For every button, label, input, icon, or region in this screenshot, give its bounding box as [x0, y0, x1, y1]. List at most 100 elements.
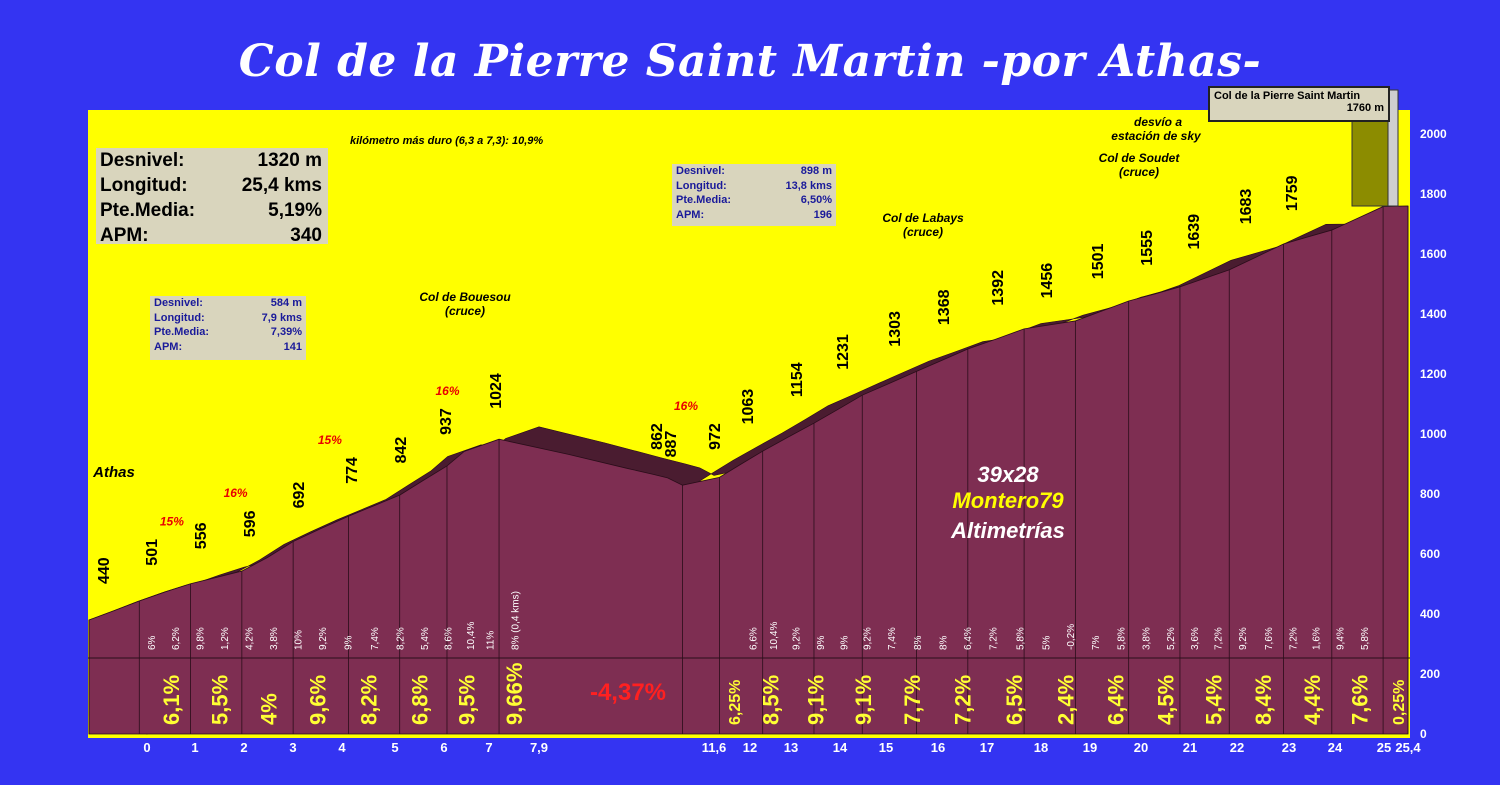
summit-flag — [1351, 119, 1389, 207]
annotation-subtitle: estación de sky — [1111, 129, 1202, 143]
x-tick-label: 5 — [391, 740, 398, 755]
profile-front-face — [88, 205, 1409, 735]
half-km-grade: 6,6% — [748, 627, 759, 650]
stat-label: Desnivel: — [100, 150, 185, 171]
stat-value: 1320 m — [257, 150, 322, 171]
summit-name: Col de la Pierre Saint Martin — [1214, 90, 1361, 102]
half-km-grade: 5,8% — [1360, 627, 1371, 650]
half-km-grade: 1,2% — [220, 627, 231, 650]
km-grade: 9,5% — [455, 675, 480, 725]
x-tick-label: 16 — [931, 740, 945, 755]
annotation-title: Col de Bouesou — [419, 290, 511, 304]
y-tick-label: 1400 — [1420, 307, 1447, 321]
half-km-grade: 7,2% — [989, 627, 1000, 650]
y-tick-label: 200 — [1420, 667, 1440, 681]
summary-stats-box: Desnivel: 1320 m Longitud: 25,4 kms Pte.Me… — [96, 148, 328, 246]
altitude-label: 1024 — [488, 373, 505, 409]
summit-altitude: 1760 m — [1346, 102, 1384, 114]
altitude-label: 1683 — [1238, 189, 1255, 225]
half-km-grade: 9,2% — [863, 627, 874, 650]
km-grade: 9,6% — [306, 675, 331, 725]
km-grade: 8,4% — [1251, 675, 1276, 725]
half-km-grade: 11% — [485, 631, 496, 650]
altitude-label: 1501 — [1090, 244, 1107, 280]
y-tick-label: 800 — [1420, 487, 1440, 501]
chart-title: Col de la Pierre Saint Martin -por Athas… — [238, 36, 1262, 87]
altitude-label: 1639 — [1186, 214, 1203, 250]
half-km-grade: 5,2% — [1166, 627, 1177, 650]
km-grade: 7,7% — [900, 675, 925, 725]
altitude-label: 862 — [649, 423, 666, 450]
altitude-label: 1303 — [887, 311, 904, 347]
km-grade: 9,1% — [851, 675, 876, 725]
km-grade: 4% — [257, 693, 282, 725]
max-grade-label: 15% — [318, 433, 342, 447]
x-tick-label: 22 — [1230, 740, 1244, 755]
x-tick-label: 12 — [743, 740, 757, 755]
half-km-grade: 9,2% — [318, 627, 329, 650]
y-tick-label: 2000 — [1420, 127, 1447, 141]
x-tick-label: 14 — [833, 740, 848, 755]
km-grade: 6,8% — [408, 675, 433, 725]
altitude-label: 1154 — [789, 362, 806, 397]
altitude-label: 1063 — [740, 389, 757, 425]
summit-label-box: Col de la Pierre Saint Martin 1760 m — [1208, 86, 1390, 122]
half-km-grade: 1,6% — [1312, 627, 1323, 650]
y-tick-label: 600 — [1420, 547, 1440, 561]
altitude-label: 887 — [663, 431, 680, 458]
half-km-grade: 5,4% — [420, 627, 431, 650]
half-km-grade: 6,2% — [171, 627, 182, 650]
km-grade: 7,6% — [1348, 675, 1373, 725]
x-tick-label: 7 — [485, 740, 492, 755]
half-km-grade: 7,4% — [887, 627, 898, 650]
x-tick-label: 3 — [289, 740, 296, 755]
stat-label: Pte.Media: — [154, 326, 210, 338]
half-km-grade: 10% — [293, 630, 304, 650]
km-grade: 4,5% — [1154, 675, 1179, 725]
half-km-grade: 5,8% — [1116, 627, 1127, 650]
annotation-title: Col de Labays — [882, 211, 964, 225]
half-km-grade: 7,6% — [1264, 627, 1275, 650]
x-tick-label: 25,4 — [1395, 740, 1421, 755]
annotation-title: desvío a — [1134, 115, 1182, 129]
stat-value: 6,50% — [800, 194, 832, 206]
half-km-grade: 9,2% — [1238, 627, 1249, 650]
y-tick-label: 1600 — [1420, 247, 1447, 261]
x-tick-label: 11,6 — [702, 740, 727, 755]
stat-label: Desnivel: — [154, 297, 203, 309]
stat-value: 7,39% — [270, 326, 302, 338]
stat-label: Longitud: — [100, 175, 188, 196]
x-tick-label: 18 — [1034, 740, 1048, 755]
altitude-label: 774 — [344, 457, 361, 484]
km-grade: 8,5% — [759, 675, 784, 725]
km-grade: 5,4% — [1202, 675, 1227, 725]
stat-value: 196 — [813, 208, 832, 221]
km-grade: 6,25% — [727, 680, 744, 725]
half-km-grade: 3,6% — [1190, 627, 1201, 650]
x-tick-label: 21 — [1183, 740, 1197, 755]
summit-pole — [1387, 89, 1399, 207]
half-km-grade: 8% (0,4 kms) — [510, 591, 521, 650]
y-tick-label: 1200 — [1420, 367, 1447, 381]
stat-label: Longitud: — [154, 311, 205, 324]
half-km-grade: 7,2% — [1289, 627, 1300, 650]
half-km-grade: -0,2% — [1066, 624, 1077, 650]
descent-grade: -4,37% — [590, 679, 666, 706]
stat-value: 340 — [290, 225, 322, 246]
half-km-grade: 6,4% — [963, 627, 974, 650]
max-grade-label: 15% — [160, 515, 184, 529]
x-tick-label: 2 — [240, 740, 247, 755]
half-km-grade: 8,2% — [395, 627, 406, 650]
stat-value: 7,9 kms — [261, 311, 302, 324]
stat-value: 25,4 kms — [241, 175, 322, 196]
altitude-label: 1231 — [835, 334, 852, 370]
half-km-grade: 9,2% — [791, 627, 802, 650]
annotation-title: Athas — [92, 464, 135, 481]
km-grade: 5,5% — [208, 675, 233, 725]
watermark-line2: Montero79 — [952, 488, 1064, 513]
km-grade: 0,25% — [1391, 680, 1408, 725]
half-km-grade: 8,6% — [443, 627, 454, 650]
stat-label: Desnivel: — [676, 165, 725, 177]
stat-value: 5,19% — [268, 200, 322, 221]
half-km-grade: 7,4% — [370, 627, 381, 650]
